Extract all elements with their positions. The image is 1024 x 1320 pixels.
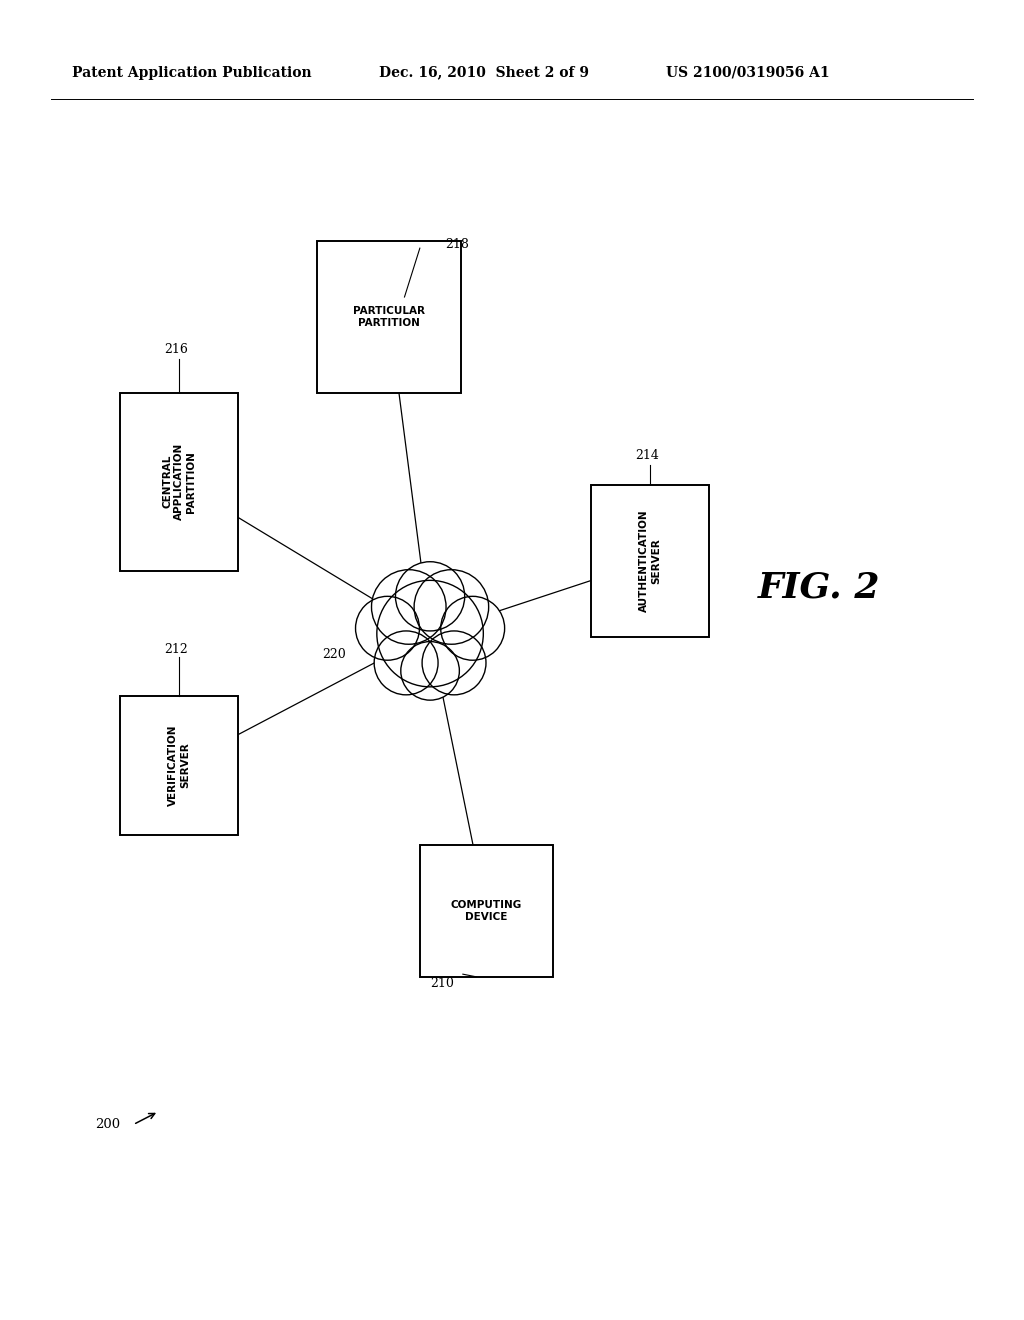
Text: 216: 216 <box>164 343 187 356</box>
FancyBboxPatch shape <box>121 697 238 836</box>
Text: 210: 210 <box>430 977 454 990</box>
Text: 218: 218 <box>445 238 469 251</box>
Ellipse shape <box>395 562 465 631</box>
Text: 212: 212 <box>164 643 187 656</box>
Text: VERIFICATION
SERVER: VERIFICATION SERVER <box>168 725 190 807</box>
FancyBboxPatch shape <box>420 845 553 977</box>
Text: US 2100/0319056 A1: US 2100/0319056 A1 <box>666 66 829 79</box>
Ellipse shape <box>372 570 446 644</box>
Ellipse shape <box>374 631 438 694</box>
Text: PARTICULAR
PARTITION: PARTICULAR PARTITION <box>353 306 425 327</box>
Text: 214: 214 <box>635 449 658 462</box>
Ellipse shape <box>377 581 483 686</box>
Ellipse shape <box>414 570 488 644</box>
Ellipse shape <box>355 597 420 660</box>
Text: Patent Application Publication: Patent Application Publication <box>72 66 311 79</box>
Ellipse shape <box>440 597 505 660</box>
Text: Dec. 16, 2010  Sheet 2 of 9: Dec. 16, 2010 Sheet 2 of 9 <box>379 66 589 79</box>
Text: AUTHENTICATION
SERVER: AUTHENTICATION SERVER <box>639 510 662 612</box>
Ellipse shape <box>422 631 486 694</box>
FancyBboxPatch shape <box>592 486 709 638</box>
FancyBboxPatch shape <box>121 393 238 570</box>
Text: COMPUTING
DEVICE: COMPUTING DEVICE <box>451 900 522 921</box>
Text: FIG. 2: FIG. 2 <box>758 570 881 605</box>
Ellipse shape <box>400 642 460 700</box>
Text: 220: 220 <box>323 648 346 661</box>
FancyBboxPatch shape <box>317 242 461 393</box>
Text: 200: 200 <box>95 1118 120 1131</box>
Text: CENTRAL
APPLICATION
PARTITION: CENTRAL APPLICATION PARTITION <box>163 444 196 520</box>
